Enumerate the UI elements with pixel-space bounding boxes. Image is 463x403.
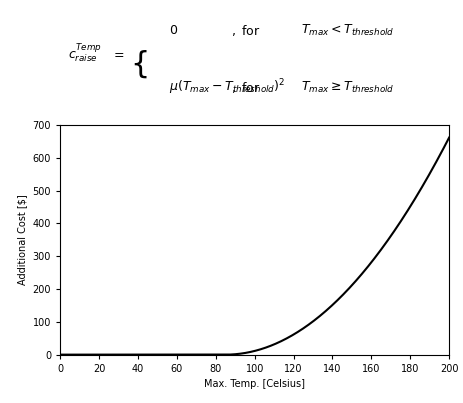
Y-axis label: Additional Cost [$]: Additional Cost [$]	[17, 194, 27, 285]
Text: $,\ \mathrm{for}$: $,\ \mathrm{for}$	[232, 23, 261, 38]
Text: $0$: $0$	[169, 25, 178, 37]
Text: $=$: $=$	[111, 48, 125, 60]
Text: $\{$: $\{$	[130, 48, 148, 80]
X-axis label: Max. Temp. [Celsius]: Max. Temp. [Celsius]	[204, 379, 305, 389]
Text: $\mu(T_{max} - T_{threshold})^2$: $\mu(T_{max} - T_{threshold})^2$	[169, 77, 286, 97]
Text: $T_{max} < T_{threshold}$: $T_{max} < T_{threshold}$	[301, 23, 395, 38]
Text: $T_{max} \geq T_{threshold}$: $T_{max} \geq T_{threshold}$	[301, 80, 395, 95]
Text: $c_{raise}^{Temp}$: $c_{raise}^{Temp}$	[68, 43, 102, 65]
Text: $,\ \mathrm{for}$: $,\ \mathrm{for}$	[232, 80, 261, 95]
